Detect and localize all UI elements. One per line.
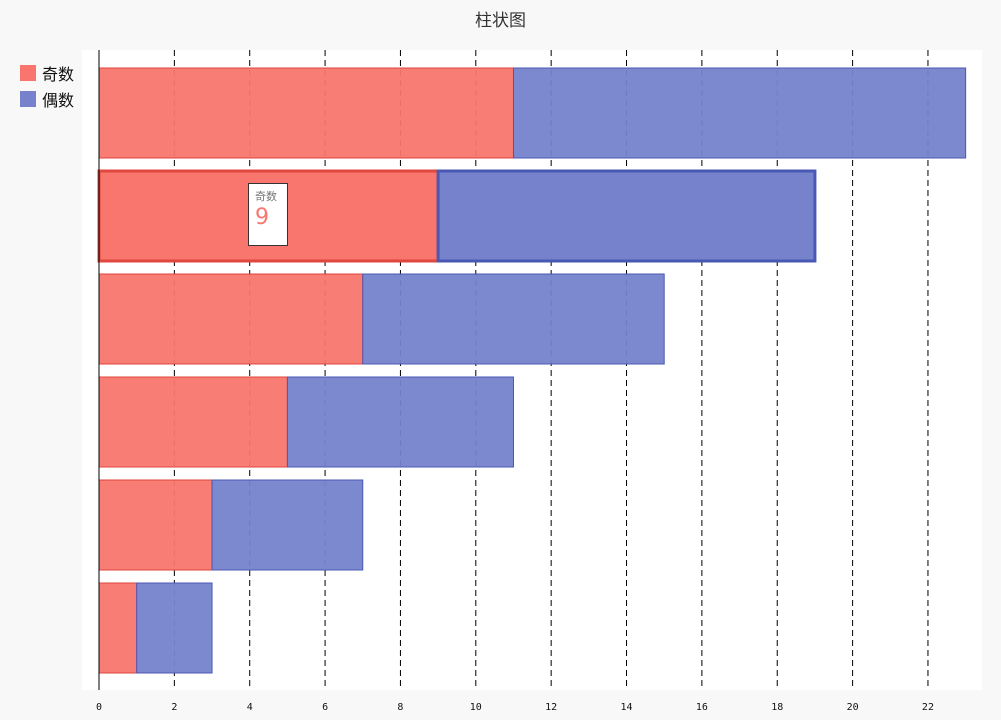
bar-even-cat-4[interactable]	[362, 273, 665, 365]
bar-odd-cat-1[interactable]	[98, 582, 138, 674]
tooltip-value: 9	[255, 205, 269, 230]
x-tick-label: 12	[545, 702, 557, 713]
x-tick-label: 0	[96, 702, 102, 713]
x-tick-label: 4	[247, 702, 253, 713]
chart-title: 柱状图	[475, 11, 526, 31]
bar-layer	[97, 67, 967, 674]
x-tick-label: 16	[696, 702, 708, 713]
bar-odd-cat-2[interactable]	[98, 479, 213, 571]
axis-layer: 0 2 4 6 8 10 12 14 16 18 20 22	[96, 50, 934, 713]
x-tick-label: 18	[771, 702, 783, 713]
bar-odd-cat-3[interactable]	[98, 376, 288, 468]
bar-even-cat-5[interactable]	[436, 169, 817, 263]
x-tick-label: 14	[620, 702, 632, 713]
x-tick-label: 10	[470, 702, 482, 713]
bar-odd-cat-6[interactable]	[98, 67, 514, 159]
legend-item-odd[interactable]: 奇数	[20, 60, 74, 86]
x-tick-label: 8	[397, 702, 403, 713]
bar-even-cat-3[interactable]	[286, 376, 514, 468]
x-tick-label: 20	[847, 702, 859, 713]
x-tick-label: 6	[322, 702, 328, 713]
legend: 奇数 偶数	[20, 60, 74, 112]
x-tick-label: 22	[922, 702, 934, 713]
bar-even-cat-2[interactable]	[211, 479, 364, 571]
legend-swatch-even	[20, 91, 36, 107]
legend-item-even[interactable]: 偶数	[20, 86, 74, 112]
legend-swatch-odd	[20, 65, 36, 81]
bar-even-cat-6[interactable]	[512, 67, 967, 159]
bar-odd-cat-4[interactable]	[98, 273, 364, 365]
tooltip-label: 奇数	[255, 190, 277, 203]
legend-label-even: 偶数	[42, 91, 75, 110]
tooltip: 奇数 9	[248, 183, 288, 246]
bar-even-cat-1[interactable]	[136, 582, 213, 674]
legend-label-odd: 奇数	[42, 65, 75, 84]
x-tick-label: 2	[171, 702, 177, 713]
grid-layer	[173, 50, 929, 690]
